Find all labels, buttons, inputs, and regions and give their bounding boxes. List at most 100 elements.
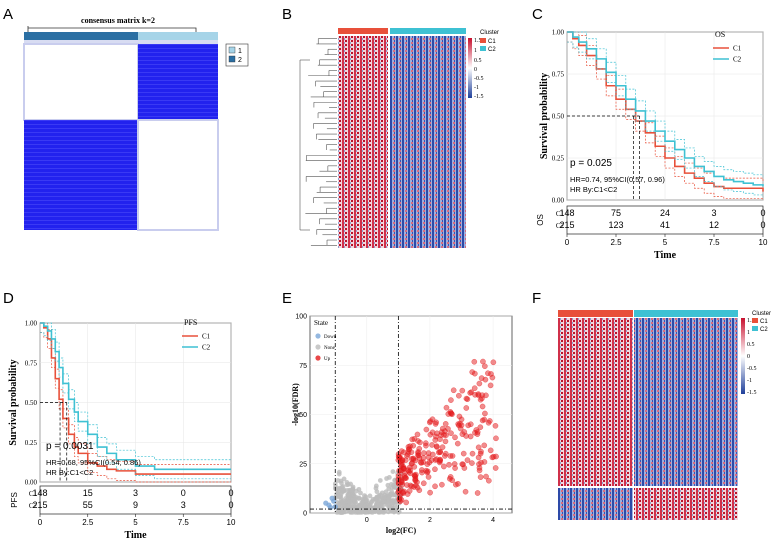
volcano-point-none: [386, 475, 392, 480]
km-risk-value: 12: [709, 220, 719, 230]
km-risk-row-label: C2: [29, 502, 38, 510]
volcano-point-up: [479, 403, 486, 410]
km-x-tick-label: 0: [565, 238, 570, 247]
km-y-tick-label: 1.00: [25, 320, 38, 328]
volcano-point-none: [358, 490, 363, 496]
heatmap-f-tick: -0.5: [747, 366, 757, 372]
volcano-point-down: [329, 495, 335, 501]
heatmap-f-body-c2-bottom: [634, 488, 738, 520]
volcano-point-up: [469, 460, 475, 466]
heatmap-f-legend-label-c1: C1: [760, 319, 768, 325]
km-risk-table: [39, 485, 232, 515]
volcano-point-up: [465, 422, 471, 429]
volcano-point-up: [456, 413, 463, 420]
km-risk-table-label: OS: [536, 214, 545, 226]
volcano-point-up: [460, 450, 467, 457]
consensus-block-bottom-right: [137, 119, 219, 231]
km-risk-value: 9: [133, 500, 138, 510]
volcano-point-up: [463, 405, 470, 411]
km-risk-value: 148: [32, 488, 47, 498]
volcano-x-tick-label: 2: [428, 517, 432, 524]
km-risk-row-label: C2: [556, 222, 565, 230]
panel-label-a: A: [3, 6, 14, 23]
volcano-point-up: [423, 442, 429, 449]
panel-e-volcano: 0 25 50 75 100 0 2 4 log2(FC) -log10(FDR) State Dow…: [291, 314, 513, 535]
volcano-point-up: [427, 419, 433, 426]
km-risk-value: 215: [559, 220, 574, 230]
volcano-point-none: [335, 478, 341, 483]
volcano-point-up: [400, 489, 406, 495]
volcano-point-up: [415, 449, 421, 455]
volcano-point-up: [481, 442, 487, 449]
consensus-legend-label-2: 2: [238, 57, 242, 64]
km-risk-value: 55: [83, 500, 93, 510]
volcano-point-up: [447, 453, 454, 459]
volcano-point-up: [445, 426, 451, 432]
volcano-point-up: [433, 419, 439, 426]
km-p-value: p = 0.0031: [46, 441, 94, 452]
heatmap-b-tick: -0.5: [474, 76, 484, 82]
volcano-point-up: [451, 461, 458, 467]
km-x-tick-label: 5: [133, 518, 138, 527]
volcano-point-none: [339, 510, 344, 515]
volcano-point-up: [461, 429, 468, 435]
volcano-point-none: [373, 496, 379, 502]
volcano-point-none: [386, 495, 392, 501]
volcano-x-tick-label: 4: [491, 517, 495, 524]
volcano-point-up: [432, 483, 438, 490]
km-legend-title: PFS: [184, 318, 197, 327]
heatmap-f-legend-label-c2: C2: [760, 327, 768, 333]
volcano-point-up: [477, 424, 484, 430]
heatmap-f-annotation-c2: [634, 310, 738, 317]
heatmap-f-scale-ticks: 1.5 1 0.5 0 -0.5 -1 -1.5: [747, 318, 757, 396]
volcano-point-up: [477, 396, 484, 403]
volcano-point-none: [379, 495, 385, 501]
heatmap-f-tick: 1.5: [747, 318, 755, 324]
volcano-point-none: [336, 469, 342, 475]
volcano-point-up: [411, 436, 418, 442]
panel-label-c: C: [532, 6, 543, 23]
km-y-tick-label: 1.00: [552, 29, 565, 37]
consensus-legend-swatch-1: [228, 46, 236, 54]
volcano-point-up: [447, 476, 453, 482]
km-risk-value: 75: [611, 208, 621, 218]
volcano-point-none: [364, 509, 369, 515]
km-risk-value: 15: [83, 488, 93, 498]
volcano-point-none: [385, 502, 391, 508]
volcano-point-none: [341, 476, 347, 482]
km-y-axis-label: Survival probability: [539, 73, 550, 159]
volcano-point-up: [455, 440, 461, 447]
heatmap-b-tick: 0.5: [474, 58, 482, 64]
volcano-point-up: [493, 435, 499, 442]
heatmap-f-tick: -1.5: [747, 390, 757, 396]
volcano-point-up: [477, 474, 484, 480]
volcano-point-up: [457, 425, 464, 432]
volcano-point-up: [475, 444, 482, 451]
volcano-legend-swatch-none: [315, 344, 321, 350]
heatmap-f-body-c1-bottom: [558, 488, 633, 520]
volcano-point-up: [402, 457, 409, 463]
km-legend-label-c2: C2: [202, 344, 211, 352]
volcano-point-up: [459, 387, 466, 394]
heatmap-f-legend-swatch-c1: [752, 318, 758, 323]
km-risk-value: 3: [133, 488, 138, 498]
heatmap-f-legend-title: Cluster: [752, 311, 771, 317]
volcano-point-up: [406, 446, 412, 453]
km-risk-value: 215: [32, 500, 47, 510]
volcano-point-up: [427, 489, 433, 496]
volcano-point-up: [464, 457, 471, 463]
volcano-point-none: [372, 509, 378, 515]
volcano-legend-label-up: Up: [324, 357, 331, 362]
km-x-tick-label: 10: [227, 518, 236, 527]
volcano-point-none: [344, 480, 350, 485]
volcano-point-none: [389, 485, 395, 491]
volcano-point-none: [364, 505, 370, 511]
volcano-point-up: [421, 450, 427, 456]
volcano-point-up: [437, 448, 443, 455]
volcano-point-up: [448, 397, 454, 403]
km-risk-table: [566, 205, 764, 235]
volcano-y-tick-label: 50: [299, 412, 307, 419]
km-x-tick-label: 0: [38, 518, 43, 527]
heatmap-b-tick: 1.5: [474, 38, 482, 44]
